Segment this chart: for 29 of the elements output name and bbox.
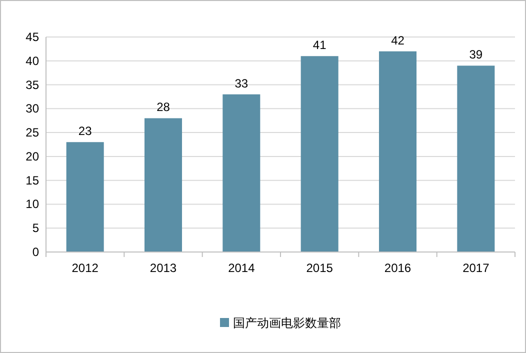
y-tick-label: 10 bbox=[26, 197, 40, 212]
y-tick-label: 15 bbox=[26, 173, 40, 188]
y-tick-label: 20 bbox=[26, 149, 40, 164]
y-tick-label: 30 bbox=[26, 102, 40, 116]
x-tick-label: 2017 bbox=[462, 261, 490, 275]
bar bbox=[457, 66, 495, 252]
y-tick-label: 45 bbox=[26, 30, 40, 44]
bar bbox=[144, 118, 182, 252]
legend-label: 国产动画电影数量部 bbox=[233, 316, 341, 330]
y-tick-label: 40 bbox=[26, 54, 40, 68]
x-tick-label: 2012 bbox=[72, 261, 99, 275]
data-label: 42 bbox=[391, 33, 405, 48]
x-tick-label: 2015 bbox=[306, 261, 334, 275]
x-tick-label: 2013 bbox=[150, 261, 177, 275]
y-tick-label: 5 bbox=[32, 221, 40, 236]
data-label: 33 bbox=[234, 76, 248, 90]
y-tick-label: 25 bbox=[26, 126, 40, 140]
data-label: 28 bbox=[156, 100, 170, 114]
data-label: 39 bbox=[469, 48, 483, 62]
bar bbox=[300, 56, 338, 252]
y-tick-label: 0 bbox=[32, 245, 40, 259]
data-label: 23 bbox=[78, 124, 92, 138]
x-tick-label: 2016 bbox=[384, 261, 412, 275]
bar bbox=[378, 51, 417, 252]
bar bbox=[222, 94, 260, 252]
x-tick-label: 2014 bbox=[228, 261, 256, 275]
bar bbox=[66, 142, 104, 252]
data-label: 41 bbox=[312, 38, 327, 52]
y-tick-label: 35 bbox=[26, 78, 40, 92]
